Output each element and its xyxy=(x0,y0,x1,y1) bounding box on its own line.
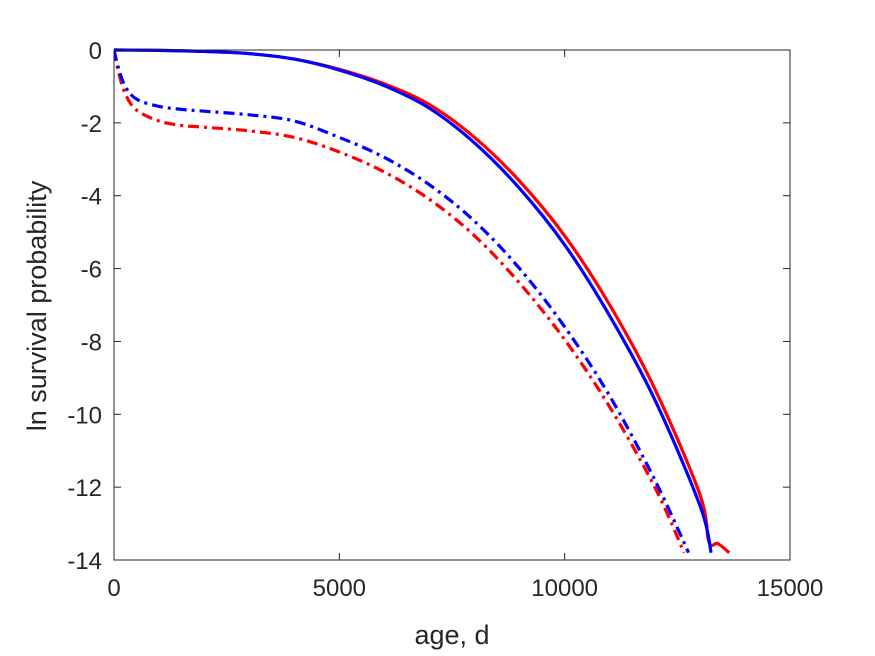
axes-box xyxy=(113,49,791,561)
y-tick-label: 0 xyxy=(89,38,102,65)
y-axis-label: ln survival probability xyxy=(22,180,52,431)
x-axis-label: age, d xyxy=(414,620,489,650)
y-tick-label: -8 xyxy=(81,329,102,356)
y-tick-label: -12 xyxy=(67,475,102,502)
x-tick-label: 10000 xyxy=(531,575,598,602)
x-tick-label: 5000 xyxy=(313,575,366,602)
series-line-3 xyxy=(114,49,691,554)
tick-layer: 0 5000 10000 15000 0 -2 -4 -6 -8 -10 -12 -14 xyxy=(67,38,823,602)
y-tick-label: -2 xyxy=(81,111,102,138)
x-tick-label: 0 xyxy=(107,575,120,602)
series-line-2 xyxy=(114,49,686,554)
x-tick-label: 15000 xyxy=(757,575,824,602)
y-tick-label: -6 xyxy=(81,257,102,284)
y-tick-label: -10 xyxy=(67,402,102,429)
series-layer xyxy=(114,48,731,554)
y-tick-label: -14 xyxy=(67,548,102,575)
y-tick-label: -4 xyxy=(81,184,102,211)
axes-layer xyxy=(113,49,791,561)
series-line-1 xyxy=(114,48,713,554)
